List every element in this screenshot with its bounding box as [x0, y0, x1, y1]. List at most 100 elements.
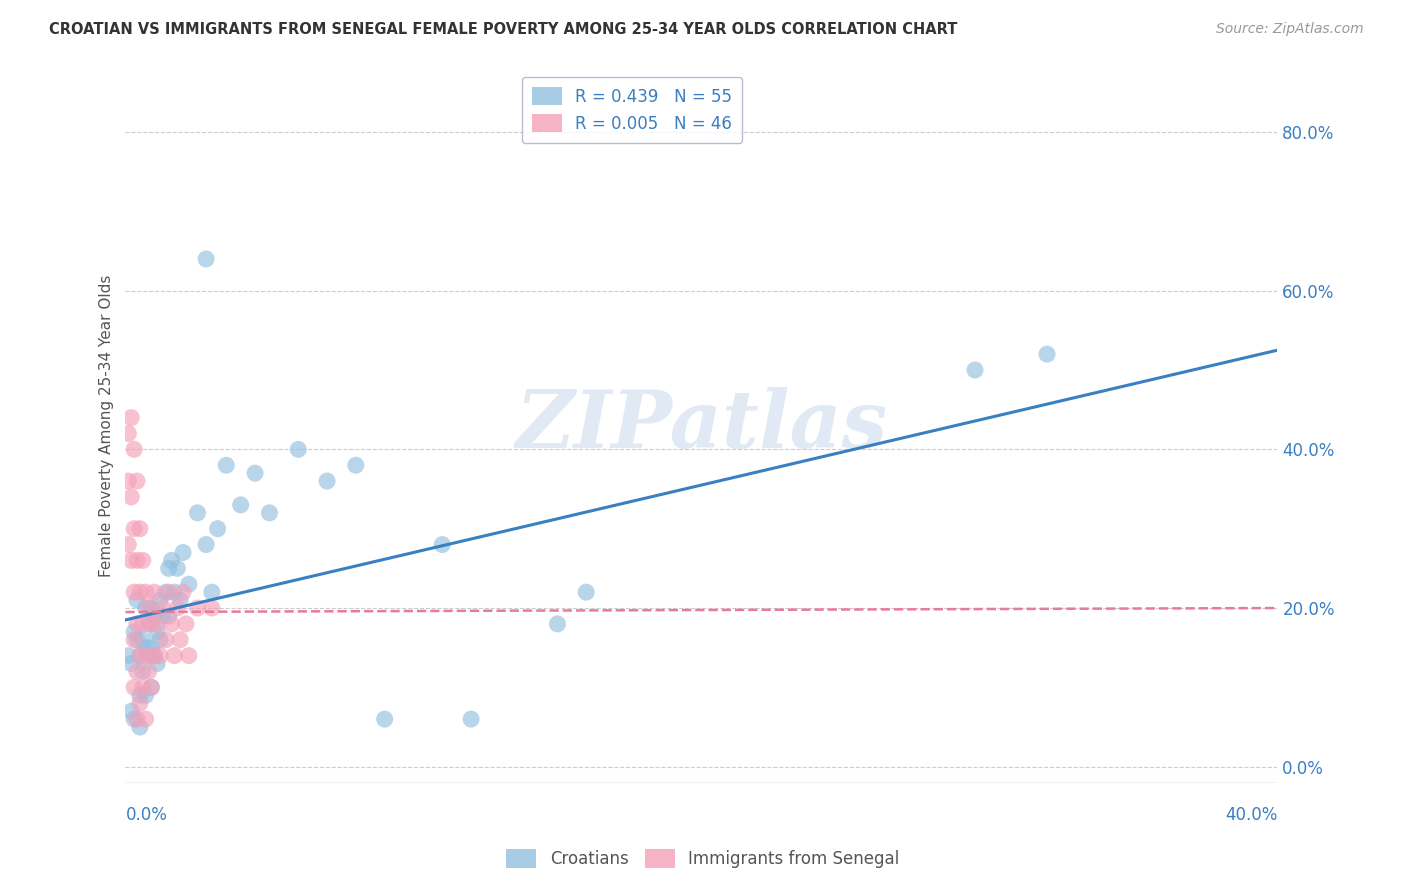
- Point: [149, 593, 172, 607]
- Text: Source: ZipAtlas.com: Source: ZipAtlas.com: [1216, 22, 1364, 37]
- Point: [141, 681, 163, 695]
- Point: [128, 720, 150, 734]
- Point: [143, 648, 166, 663]
- Point: [135, 585, 157, 599]
- Point: [229, 498, 252, 512]
- Point: [195, 252, 218, 266]
- Point: [963, 363, 986, 377]
- Point: [152, 609, 174, 624]
- Point: [177, 648, 200, 663]
- Point: [132, 616, 155, 631]
- Point: [172, 585, 194, 599]
- Point: [141, 616, 163, 631]
- Point: [120, 410, 142, 425]
- Point: [143, 648, 166, 663]
- Point: [344, 458, 367, 473]
- Point: [143, 609, 166, 624]
- Point: [1036, 347, 1059, 361]
- Text: ZIPatlas: ZIPatlas: [516, 387, 887, 465]
- Point: [122, 712, 145, 726]
- Point: [201, 585, 224, 599]
- Point: [125, 712, 148, 726]
- Point: [575, 585, 598, 599]
- Point: [128, 696, 150, 710]
- Point: [169, 632, 191, 647]
- Point: [138, 648, 160, 663]
- Point: [546, 616, 568, 631]
- Point: [207, 522, 229, 536]
- Point: [117, 426, 139, 441]
- Point: [120, 704, 142, 718]
- Point: [122, 632, 145, 647]
- Point: [146, 657, 169, 671]
- Point: [155, 585, 177, 599]
- Point: [122, 681, 145, 695]
- Point: [166, 601, 188, 615]
- Point: [160, 553, 183, 567]
- Point: [138, 616, 160, 631]
- Point: [186, 601, 208, 615]
- Legend: Croatians, Immigrants from Senegal: Croatians, Immigrants from Senegal: [499, 843, 907, 875]
- Point: [138, 601, 160, 615]
- Point: [128, 522, 150, 536]
- Point: [157, 561, 180, 575]
- Point: [125, 632, 148, 647]
- Point: [125, 616, 148, 631]
- Point: [122, 624, 145, 639]
- Point: [135, 712, 157, 726]
- Point: [117, 474, 139, 488]
- Point: [149, 648, 172, 663]
- Text: 40.0%: 40.0%: [1225, 806, 1278, 824]
- Point: [120, 553, 142, 567]
- Point: [215, 458, 238, 473]
- Point: [201, 601, 224, 615]
- Point: [259, 506, 281, 520]
- Point: [141, 681, 163, 695]
- Y-axis label: Female Poverty Among 25-34 Year Olds: Female Poverty Among 25-34 Year Olds: [100, 275, 114, 577]
- Point: [128, 585, 150, 599]
- Text: 0.0%: 0.0%: [125, 806, 167, 824]
- Point: [169, 593, 191, 607]
- Point: [155, 632, 177, 647]
- Point: [163, 585, 186, 599]
- Point: [138, 665, 160, 679]
- Point: [132, 553, 155, 567]
- Point: [143, 585, 166, 599]
- Point: [374, 712, 396, 726]
- Point: [122, 585, 145, 599]
- Point: [195, 537, 218, 551]
- Point: [132, 632, 155, 647]
- Point: [460, 712, 482, 726]
- Point: [128, 688, 150, 702]
- Point: [135, 601, 157, 615]
- Point: [160, 616, 183, 631]
- Point: [141, 601, 163, 615]
- Point: [177, 577, 200, 591]
- Point: [132, 665, 155, 679]
- Point: [146, 616, 169, 631]
- Point: [122, 522, 145, 536]
- Point: [125, 665, 148, 679]
- Point: [287, 442, 309, 457]
- Point: [120, 657, 142, 671]
- Point: [174, 616, 197, 631]
- Point: [157, 609, 180, 624]
- Point: [117, 648, 139, 663]
- Point: [163, 648, 186, 663]
- Point: [432, 537, 454, 551]
- Point: [135, 688, 157, 702]
- Point: [120, 490, 142, 504]
- Point: [186, 506, 208, 520]
- Point: [135, 648, 157, 663]
- Point: [128, 648, 150, 663]
- Point: [125, 474, 148, 488]
- Point: [149, 632, 172, 647]
- Point: [132, 681, 155, 695]
- Legend: R = 0.439   N = 55, R = 0.005   N = 46: R = 0.439 N = 55, R = 0.005 N = 46: [522, 77, 742, 143]
- Point: [243, 466, 266, 480]
- Point: [128, 648, 150, 663]
- Point: [122, 442, 145, 457]
- Text: CROATIAN VS IMMIGRANTS FROM SENEGAL FEMALE POVERTY AMONG 25-34 YEAR OLDS CORRELA: CROATIAN VS IMMIGRANTS FROM SENEGAL FEMA…: [49, 22, 957, 37]
- Point: [166, 561, 188, 575]
- Point: [125, 553, 148, 567]
